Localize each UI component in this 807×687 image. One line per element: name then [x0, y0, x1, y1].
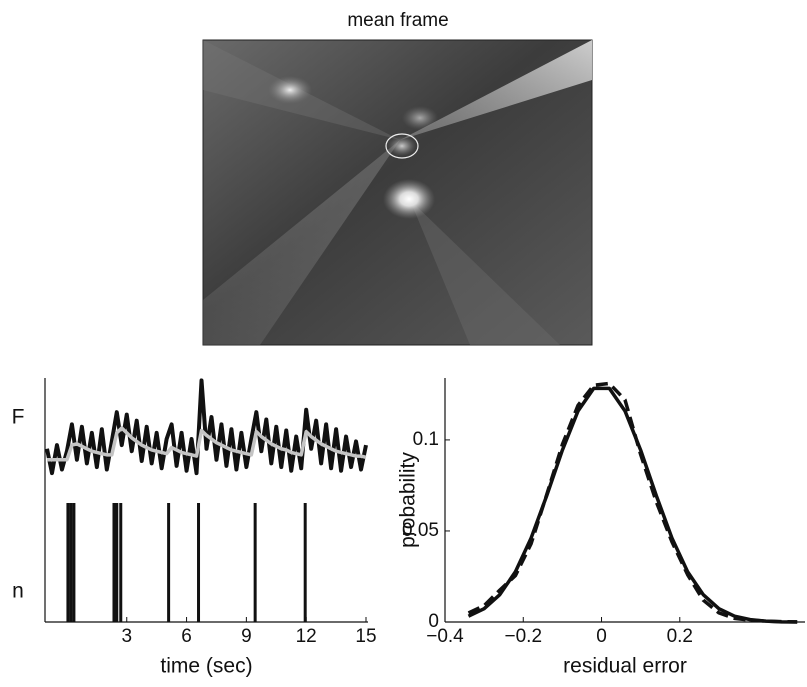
y-tick-label: 0 [428, 611, 439, 632]
mean-frame-image [202, 39, 593, 346]
x-tick-label: 12 [296, 626, 317, 647]
x-tick-label: −0.4 [426, 626, 464, 647]
image-title: mean frame [347, 10, 448, 31]
y-axis-label: F [12, 406, 25, 429]
x-axis-label: residual error [563, 655, 687, 678]
raster-label: n [12, 580, 24, 603]
x-tick-label: 15 [355, 626, 376, 647]
x-tick-label: 0.2 [667, 626, 693, 647]
series-line [467, 381, 798, 624]
series-line [45, 378, 368, 476]
x-tick-label: 3 [121, 626, 132, 647]
x-tick-label: −0.2 [505, 626, 543, 647]
x-tick-label: 0 [596, 626, 607, 647]
y-tick-label: 0.1 [413, 429, 439, 450]
x-tick-label: 6 [181, 626, 192, 647]
x-axis-label: time (sec) [160, 655, 252, 678]
y-tick-label: 0.05 [402, 520, 439, 541]
x-tick-label: 9 [241, 626, 252, 647]
series-line [46, 426, 367, 462]
y-axis-label: probability [397, 452, 420, 548]
